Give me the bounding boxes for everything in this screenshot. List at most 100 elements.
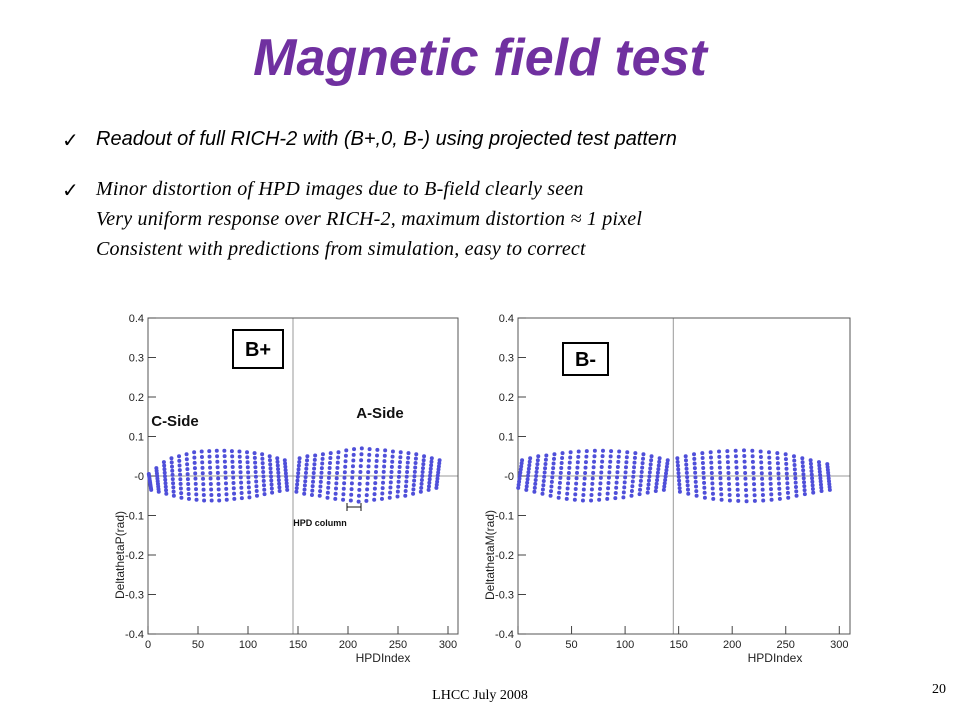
data-point <box>349 492 354 497</box>
data-point <box>342 470 347 475</box>
bullet-line: Consistent with predictions from simulat… <box>96 238 586 260</box>
y-tick-label: -0.4 <box>125 629 144 641</box>
data-point <box>239 480 244 485</box>
data-point <box>207 449 212 454</box>
data-point <box>592 454 597 459</box>
data-point <box>800 456 805 461</box>
annotation-c-side: C-Side <box>151 413 199 430</box>
data-point <box>216 476 221 481</box>
footer-text: LHCC July 2008 <box>432 688 528 703</box>
annotation-hpd-column: HPD column <box>293 518 347 528</box>
data-point <box>751 465 756 470</box>
data-point <box>686 491 691 496</box>
x-tick-label: 100 <box>616 639 634 651</box>
data-point <box>810 483 815 488</box>
data-point <box>389 475 394 480</box>
data-point <box>584 449 589 454</box>
data-point <box>649 458 654 463</box>
data-point <box>614 480 619 485</box>
data-point <box>692 461 697 466</box>
data-point <box>349 481 354 486</box>
data-point <box>428 470 433 475</box>
data-point <box>414 452 419 457</box>
data-point <box>260 465 265 470</box>
data-point <box>609 449 614 454</box>
data-point <box>412 478 417 483</box>
panel-label-box <box>232 329 284 369</box>
data-point <box>606 480 611 485</box>
data-point <box>267 454 272 459</box>
data-point <box>623 475 628 480</box>
data-point <box>614 485 619 490</box>
data-point <box>743 476 748 481</box>
data-point <box>760 493 765 498</box>
data-point <box>685 483 690 488</box>
data-point <box>767 460 772 465</box>
data-point <box>194 487 198 492</box>
bullet-line: Very uniform response over RICH-2, maxim… <box>96 208 643 230</box>
data-point <box>217 498 222 503</box>
data-point <box>702 495 707 500</box>
data-point <box>719 492 724 497</box>
data-point <box>598 481 603 486</box>
data-point <box>224 497 229 502</box>
data-point <box>557 490 562 495</box>
data-point <box>320 452 325 457</box>
data-point <box>422 454 427 459</box>
data-point <box>556 495 561 500</box>
data-point <box>351 458 356 463</box>
data-point <box>374 464 379 469</box>
data-point <box>434 482 439 487</box>
data-point <box>544 453 549 458</box>
data-point <box>284 477 289 482</box>
data-point <box>646 478 651 483</box>
y-axis-label: DeltathetaM(rad) <box>483 510 497 600</box>
data-point <box>357 487 362 492</box>
data-point <box>605 491 610 496</box>
data-point <box>261 470 266 475</box>
data-point <box>649 454 654 459</box>
data-point <box>777 486 782 491</box>
data-point <box>576 449 581 454</box>
data-point <box>231 480 236 485</box>
data-point <box>418 489 423 494</box>
data-point <box>326 485 331 490</box>
data-point <box>177 468 182 473</box>
data-point <box>313 453 318 458</box>
bullet-text: Readout of full RICH-2 with (B+,0, B-) u… <box>96 128 677 150</box>
data-point <box>223 465 228 470</box>
data-point <box>648 462 653 467</box>
data-point <box>358 475 363 480</box>
data-point <box>616 459 621 464</box>
data-point <box>343 453 348 458</box>
data-point <box>413 456 418 461</box>
data-point <box>818 479 823 484</box>
data-point <box>638 487 643 492</box>
data-point <box>536 454 541 459</box>
data-point <box>701 465 706 470</box>
data-point <box>776 476 781 481</box>
data-point <box>230 459 235 464</box>
data-point <box>801 472 806 477</box>
data-point <box>383 448 388 453</box>
data-point <box>808 461 813 466</box>
data-point <box>565 491 570 496</box>
data-point <box>367 447 372 452</box>
data-point <box>685 487 690 492</box>
y-tick-label: -0.4 <box>495 629 514 641</box>
data-point <box>201 493 206 498</box>
x-tick-label: 250 <box>777 639 795 651</box>
data-point <box>245 460 250 465</box>
data-point <box>648 466 653 471</box>
data-point <box>793 471 798 476</box>
data-point <box>684 470 689 475</box>
data-point <box>170 464 174 469</box>
data-point <box>818 476 823 481</box>
data-point <box>334 486 338 491</box>
data-point <box>549 484 554 489</box>
data-point <box>709 471 714 476</box>
data-point <box>254 484 259 489</box>
data-point <box>597 492 602 497</box>
data-point <box>575 460 580 465</box>
data-point <box>427 480 432 485</box>
